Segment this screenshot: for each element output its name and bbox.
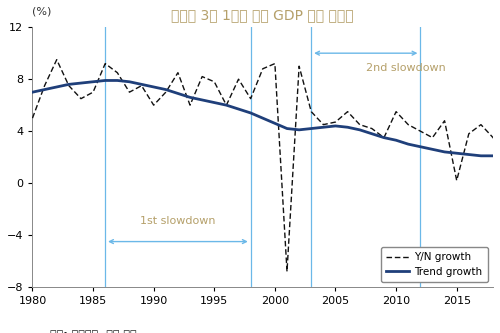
Trend growth (356, 128, 362, 132)
Y/N growth (405, 123, 411, 127)
Y/N growth (356, 123, 362, 127)
Trend growth (308, 127, 314, 131)
Y/N growth (320, 123, 326, 127)
Trend growth (369, 132, 375, 136)
Line: Y/N growth: Y/N growth (32, 60, 500, 271)
Trend growth (114, 79, 120, 83)
Trend growth (442, 150, 448, 154)
Trend growth (78, 81, 84, 85)
Y/N growth (332, 120, 338, 124)
Trend growth (66, 82, 72, 86)
Trend growth (430, 147, 436, 151)
Line: Trend growth: Trend growth (32, 81, 500, 159)
Trend growth (381, 136, 387, 140)
Trend growth (175, 92, 181, 96)
Trend growth (478, 154, 484, 158)
Trend growth (126, 80, 132, 84)
Trend growth (224, 103, 230, 107)
Y/N growth (430, 136, 436, 140)
Trend growth (30, 90, 36, 94)
Y/N growth (442, 119, 448, 123)
Trend growth (466, 153, 472, 157)
Y/N growth (30, 116, 36, 120)
Y/N growth (260, 67, 266, 71)
Y/N growth (150, 103, 156, 107)
Trend growth (187, 95, 193, 99)
Y/N growth (54, 58, 60, 62)
Trend growth (150, 85, 156, 89)
Y/N growth (478, 123, 484, 127)
Y/N growth (369, 127, 375, 131)
Y/N growth (102, 62, 108, 66)
Y/N growth (114, 71, 120, 75)
Trend growth (102, 79, 108, 83)
Trend growth (418, 145, 424, 149)
Trend growth (284, 127, 290, 131)
Trend growth (344, 125, 350, 129)
Text: 1st slowdown: 1st slowdown (140, 216, 216, 226)
Trend growth (296, 128, 302, 132)
Y/N growth (454, 178, 460, 182)
Trend growth (54, 85, 60, 89)
Trend growth (199, 98, 205, 102)
Trend growth (212, 101, 218, 105)
Y/N growth (344, 110, 350, 114)
Y/N growth (126, 90, 132, 94)
Y/N growth (272, 62, 278, 66)
Y/N growth (199, 75, 205, 79)
Text: 자료: 한국은행, 저자 시산: 자료: 한국은행, 저자 시산 (50, 330, 136, 333)
Trend growth (454, 151, 460, 155)
Y/N growth (224, 103, 230, 107)
Trend growth (393, 138, 399, 142)
Y/N growth (187, 103, 193, 107)
Y/N growth (296, 64, 302, 68)
Y/N growth (66, 84, 72, 88)
Legend: Y/N growth, Trend growth: Y/N growth, Trend growth (381, 247, 488, 282)
Trend growth (248, 111, 254, 115)
Trend growth (236, 107, 242, 111)
Y/N growth (42, 84, 48, 88)
Trend growth (332, 124, 338, 128)
Y/N growth (466, 132, 472, 136)
Trend growth (42, 88, 48, 92)
Trend growth (320, 125, 326, 129)
Trend growth (272, 121, 278, 125)
Y/N growth (284, 269, 290, 273)
Text: (%): (%) (32, 7, 52, 17)
Y/N growth (490, 136, 496, 140)
Y/N growth (78, 97, 84, 101)
Trend growth (405, 142, 411, 146)
Y/N growth (138, 84, 144, 88)
Title: 〈그림 3〉 1인당 실질 GDP 추세 성장률: 〈그림 3〉 1인당 실질 GDP 추세 성장률 (172, 8, 354, 22)
Y/N growth (248, 97, 254, 101)
Y/N growth (381, 136, 387, 140)
Y/N growth (163, 90, 169, 94)
Text: 2nd slowdown: 2nd slowdown (366, 63, 446, 73)
Trend growth (260, 116, 266, 120)
Trend growth (90, 80, 96, 84)
Y/N growth (418, 129, 424, 133)
Trend growth (490, 154, 496, 158)
Trend growth (163, 88, 169, 92)
Y/N growth (308, 110, 314, 114)
Y/N growth (236, 77, 242, 81)
Y/N growth (90, 90, 96, 94)
Y/N growth (393, 110, 399, 114)
Trend growth (138, 82, 144, 86)
Y/N growth (175, 71, 181, 75)
Y/N growth (212, 80, 218, 84)
